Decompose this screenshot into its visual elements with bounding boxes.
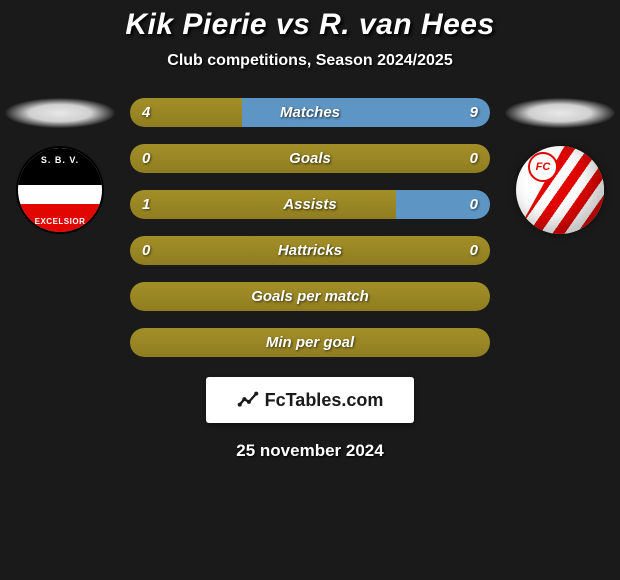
comparison-card: Kik Pierie vs R. van Hees Club competiti…	[0, 0, 620, 461]
fctables-badge: FcTables.com	[206, 377, 414, 423]
stat-segment: 00	[130, 236, 490, 265]
stat-bar: 10Assists	[130, 190, 490, 219]
fctables-text: FcTables.com	[265, 390, 384, 411]
stat-segment-left: 4	[130, 98, 242, 127]
stat-label: Goals per match	[130, 282, 490, 311]
stat-bar: 49Matches	[130, 98, 490, 127]
stat-bars: 49Matches00Goals10Assists00HattricksGoal…	[130, 98, 490, 357]
right-side: FC	[500, 98, 620, 234]
page-subtitle: Club competitions, Season 2024/2025	[167, 52, 452, 70]
stat-value-left: 0	[142, 150, 150, 167]
main-row: S. B. V. EXCELSIOR 49Matches00Goals10Ass…	[0, 98, 620, 357]
stat-value-right: 0	[470, 150, 478, 167]
chart-icon	[237, 389, 259, 411]
crest-left-bottom-text: EXCELSIOR	[18, 217, 102, 226]
stat-bar: Goals per match	[130, 282, 490, 311]
player-silhouette-right	[505, 98, 615, 128]
player-silhouette-left	[5, 98, 115, 128]
date-label: 25 november 2024	[236, 441, 383, 461]
crest-left-top-text: S. B. V.	[18, 155, 102, 165]
crest-utrecht: FC	[516, 146, 604, 234]
crest-excelsior: S. B. V. EXCELSIOR	[16, 146, 104, 234]
stat-bar: 00Hattricks	[130, 236, 490, 265]
stat-segment-left: 1	[130, 190, 396, 219]
page-title: Kik Pierie vs R. van Hees	[125, 8, 494, 42]
stat-value-right: 0	[470, 242, 478, 259]
stat-segment-right: 9	[242, 98, 490, 127]
stat-segment: 00	[130, 144, 490, 173]
stat-segment-right: 0	[396, 190, 490, 219]
left-side: S. B. V. EXCELSIOR	[0, 98, 120, 234]
stat-bar: 00Goals	[130, 144, 490, 173]
stat-value-left: 0	[142, 242, 150, 259]
stat-bar: Min per goal	[130, 328, 490, 357]
stat-label: Min per goal	[130, 328, 490, 357]
